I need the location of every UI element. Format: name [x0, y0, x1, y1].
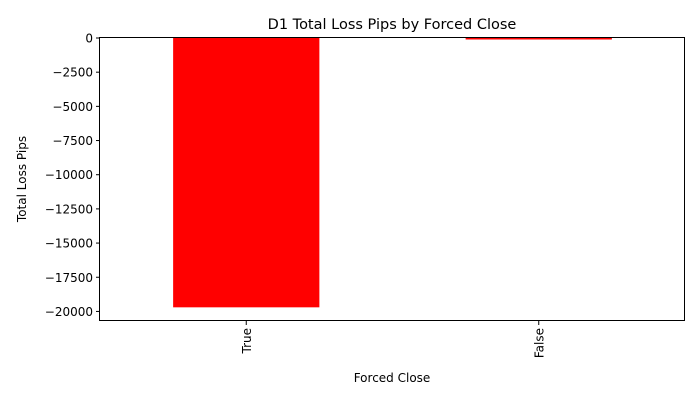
y-axis: 0 −2500 −5000 −7500 −10000 −12500 −15000 −17500…: [45, 32, 100, 319]
y-tick-label: −10000: [45, 168, 93, 182]
y-tick-label: 0: [85, 32, 93, 46]
x-axis-label: Forced Close: [354, 371, 431, 385]
y-tick-label: −12500: [45, 202, 93, 216]
bars-layer: [173, 38, 612, 308]
x-tick-label: True: [240, 328, 254, 355]
y-tick-label: −2500: [52, 66, 93, 80]
plot-area-frame: [99, 37, 685, 321]
y-axis-label: Total Loss Pips: [15, 136, 29, 223]
y-tick-label: −7500: [52, 134, 93, 148]
x-tick-label: False: [532, 328, 546, 358]
y-tick-label: −15000: [45, 237, 93, 251]
y-tick-label: −5000: [52, 100, 93, 114]
y-tick-label: −17500: [45, 271, 93, 285]
y-tick-label: −20000: [45, 305, 93, 319]
chart-title: D1 Total Loss Pips by Forced Close: [268, 17, 517, 33]
x-axis: True False: [240, 321, 546, 358]
bar-false: [465, 38, 612, 40]
bar-true: [173, 38, 320, 308]
